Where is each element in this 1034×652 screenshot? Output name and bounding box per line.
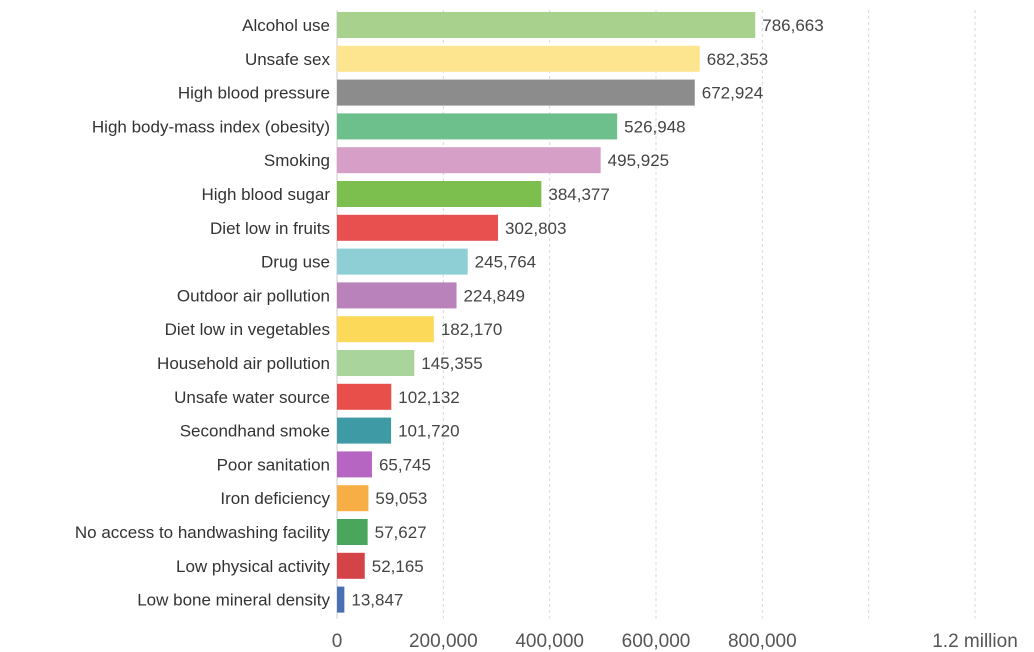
category-label: Outdoor air pollution [177,286,330,305]
value-label: 526,948 [624,117,685,136]
value-label: 384,377 [548,185,609,204]
value-label: 786,663 [762,16,823,35]
x-tick-label: 800,000 [728,631,797,652]
bar[interactable] [337,248,468,275]
value-label: 65,745 [379,455,431,474]
bar[interactable] [337,282,457,309]
category-label: Diet low in fruits [210,219,330,238]
value-label: 57,627 [375,523,427,542]
bar[interactable] [337,214,498,241]
category-label: Unsafe water source [174,388,330,407]
value-label: 102,132 [398,388,459,407]
value-label: 682,353 [707,50,768,69]
value-label: 182,170 [441,320,502,339]
bar[interactable] [337,552,365,579]
bar[interactable] [337,451,372,478]
value-labels: 786,663 682,353 672,924 526,948 495,925 384,3… [351,16,823,610]
bar[interactable] [337,181,542,207]
gridlines [336,10,976,619]
bar[interactable] [337,586,345,613]
value-label: 672,924 [702,84,763,103]
bars [337,12,756,613]
bar[interactable] [337,519,368,545]
category-label: Drug use [261,253,330,272]
x-tick-label: 200,000 [409,631,478,652]
value-label: 101,720 [398,422,459,441]
category-label: Iron deficiency [220,489,330,508]
category-label: Low bone mineral density [137,591,330,610]
category-labels: Alcohol use Unsafe sex High blood pressure… [75,16,331,610]
value-label: 59,053 [375,489,427,508]
value-label: 302,803 [505,219,566,238]
category-label: Secondhand smoke [180,422,330,441]
category-label: Diet low in vegetables [165,320,330,339]
x-tick-label: 400,000 [515,631,584,652]
category-label: No access to handwashing facility [75,523,331,542]
value-label: 245,764 [475,253,536,272]
value-label: 495,925 [608,151,669,170]
bar[interactable] [337,147,601,174]
category-label: Low physical activity [176,557,331,576]
bar[interactable] [337,316,434,343]
value-label: 52,165 [372,557,424,576]
x-tick-label: 1.2 million [932,631,1018,652]
x-axis-ticks: 0 200,000 400,000 600,000 800,000 1.2 million [332,631,1018,652]
value-label: 13,847 [351,591,403,610]
category-label: Smoking [264,151,330,170]
category-label: High blood pressure [178,84,330,103]
bar[interactable] [337,12,756,38]
bar[interactable] [337,79,695,106]
bar[interactable] [337,113,618,140]
x-tick-label: 600,000 [622,631,691,652]
bar[interactable] [337,45,700,72]
value-label: 224,849 [464,286,525,305]
category-label: Household air pollution [157,354,330,373]
bar[interactable] [337,485,369,512]
bar[interactable] [337,350,415,376]
bar[interactable] [337,383,392,410]
category-label: Poor sanitation [217,455,330,474]
bar[interactable] [337,417,392,444]
category-label: High blood sugar [201,185,330,204]
category-label: High body-mass index (obesity) [92,117,330,136]
category-label: Unsafe sex [245,50,331,69]
category-label: Alcohol use [242,16,330,35]
value-label: 145,355 [421,354,482,373]
x-tick-label: 0 [332,631,343,652]
